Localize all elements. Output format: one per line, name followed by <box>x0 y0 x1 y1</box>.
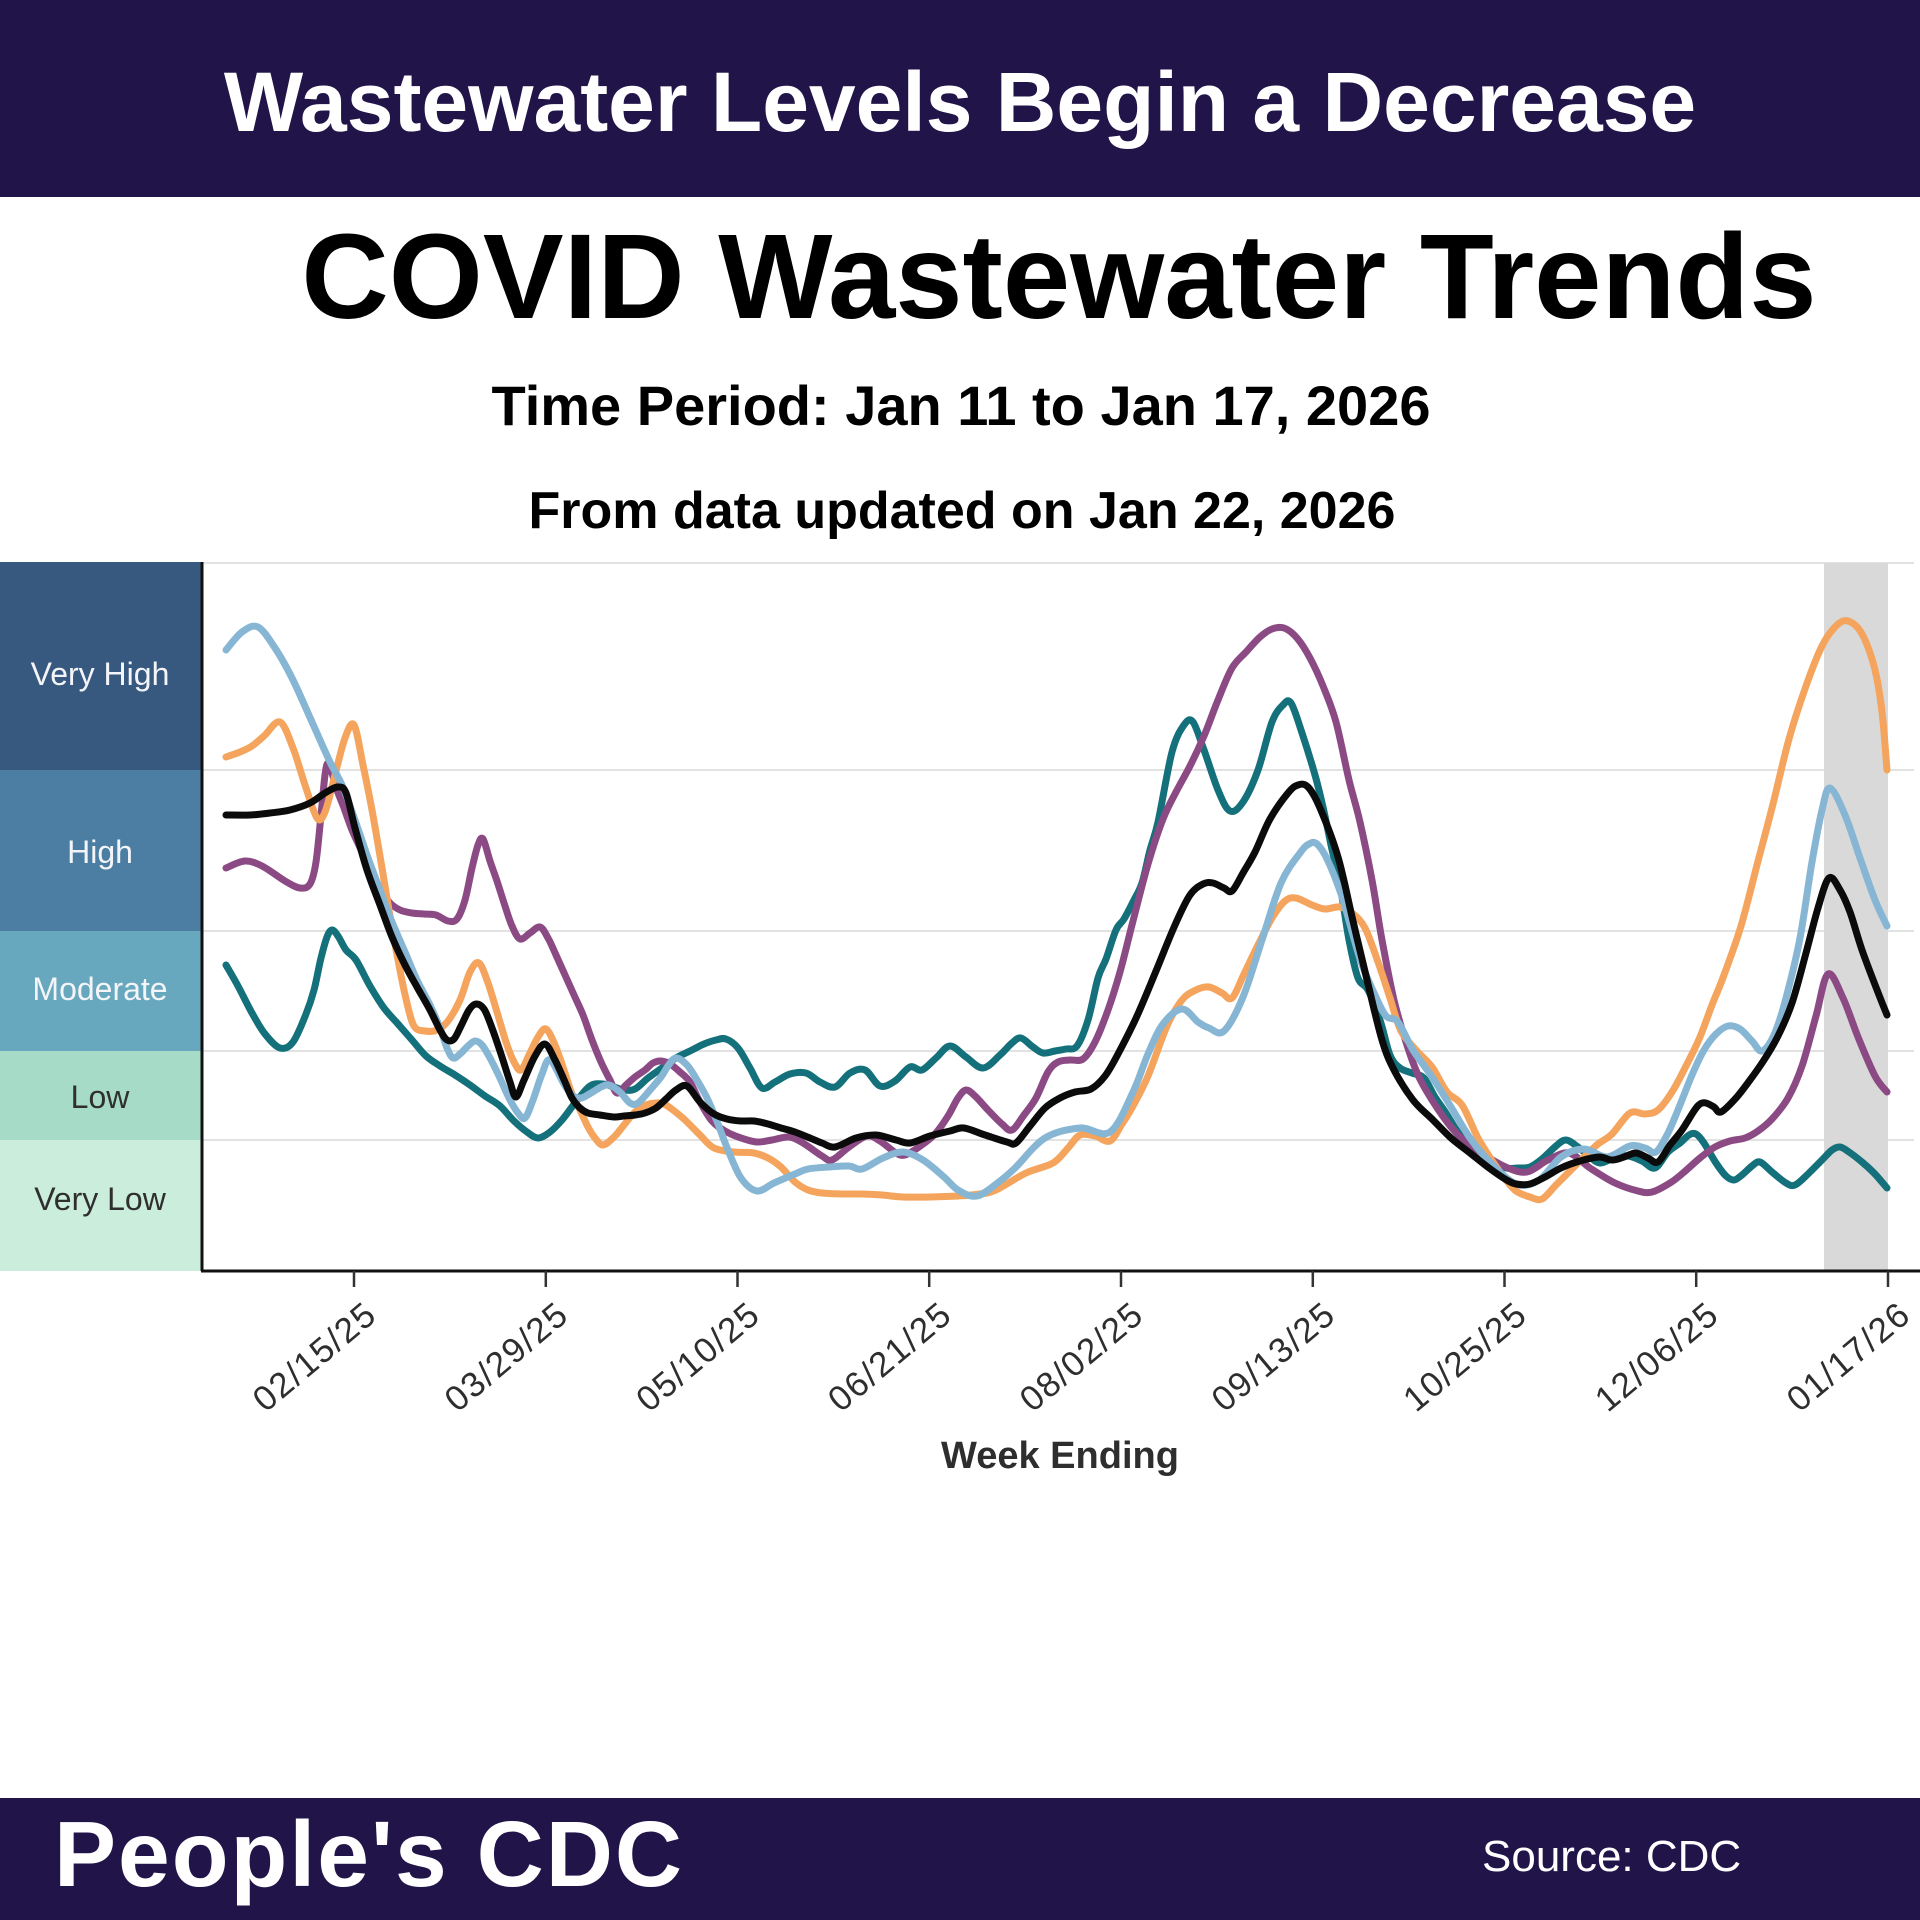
svg-text:Week Ending: Week Ending <box>941 1435 1179 1477</box>
svg-text:Moderate: Moderate <box>32 971 167 1007</box>
svg-text:03/29/25: 03/29/25 <box>437 1294 576 1419</box>
svg-text:Very High: Very High <box>31 656 170 692</box>
svg-text:06/21/25: 06/21/25 <box>821 1294 960 1419</box>
svg-text:01/17/26: 01/17/26 <box>1780 1294 1919 1419</box>
svg-text:High: High <box>67 834 133 870</box>
svg-text:12/06/25: 12/06/25 <box>1588 1294 1727 1419</box>
svg-text:05/10/25: 05/10/25 <box>629 1294 768 1419</box>
svg-text:10/25/25: 10/25/25 <box>1396 1294 1535 1419</box>
svg-text:08/02/25: 08/02/25 <box>1013 1294 1152 1419</box>
svg-text:09/13/25: 09/13/25 <box>1204 1294 1343 1419</box>
svg-text:Very Low: Very Low <box>34 1181 167 1217</box>
svg-text:Low: Low <box>71 1079 131 1115</box>
svg-text:02/15/25: 02/15/25 <box>246 1294 385 1419</box>
